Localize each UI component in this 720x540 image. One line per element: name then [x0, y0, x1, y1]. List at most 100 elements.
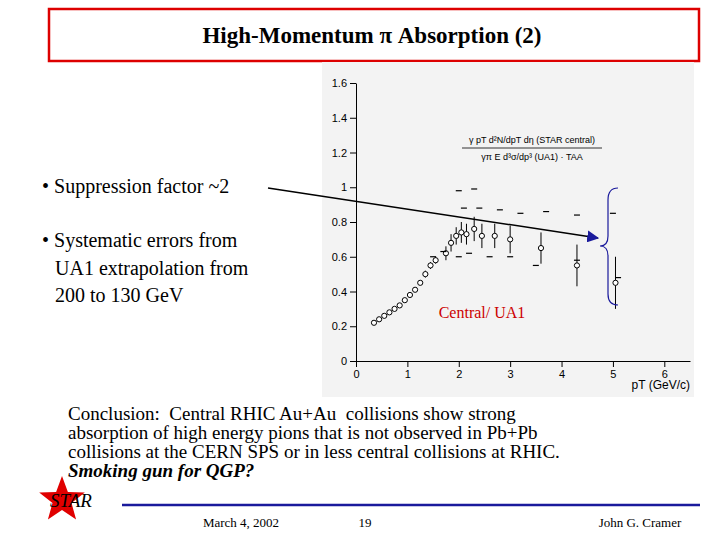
bullet-text: • Suppression factor ~2 [42, 175, 229, 198]
tick: 1.4 [332, 112, 356, 124]
tick-label: 0 [353, 368, 359, 380]
tick-mark [350, 222, 356, 223]
tick-mark [350, 187, 356, 188]
axis-line [357, 361, 691, 362]
tick-label: 1.4 [332, 112, 347, 124]
y-axis: 0 0.2 0.4 0.6 0.8 1 1.2 1.4 1.6 [332, 77, 357, 367]
point [387, 310, 392, 315]
chart-background [322, 62, 694, 397]
point [392, 306, 397, 311]
tick-label: 0.6 [332, 251, 347, 263]
axis-line [356, 84, 357, 362]
tick-mark [350, 153, 356, 154]
tick-mark [350, 292, 356, 293]
dash-point [517, 213, 523, 214]
footer-author: John G. Cramer [599, 515, 682, 530]
tick-label: 1 [405, 368, 411, 380]
tick: 0.4 [332, 286, 356, 298]
dash-point [456, 190, 462, 191]
footer-page: 19 [359, 515, 372, 530]
point [492, 233, 497, 238]
point [479, 233, 484, 238]
bullet-text: 200 to 130 GeV [55, 284, 184, 306]
dash-point [543, 211, 549, 212]
tick: 0 [341, 355, 356, 367]
bullet-text: UA1 extrapolation from [55, 257, 249, 280]
formula-numerator: γ pT d²N/dpT dη (STAR central) [469, 135, 595, 145]
tick: 2 [456, 361, 462, 380]
point [472, 226, 477, 231]
tick: 4 [559, 361, 565, 380]
conclusion-emphasis: Smoking gun for QGP? [68, 460, 254, 481]
dash-point [466, 253, 472, 254]
tick: 0 [353, 361, 359, 380]
formula-bar [462, 148, 602, 149]
tick-mark [510, 361, 511, 367]
dash-point [507, 256, 513, 257]
point [382, 313, 387, 318]
point [423, 272, 428, 277]
tick-mark [350, 257, 356, 258]
point [397, 303, 402, 308]
point [574, 263, 579, 268]
dash-point [610, 213, 616, 214]
tick: 1 [405, 361, 411, 380]
tick-label: 0 [341, 355, 347, 367]
tick-mark [407, 361, 408, 367]
tick: 1 [341, 181, 356, 193]
tick: 1.2 [332, 147, 356, 159]
tick-label: 1.6 [332, 77, 347, 89]
bullet-text: • Systematic errors from [42, 229, 238, 252]
tick-label: 1.2 [332, 147, 347, 159]
x-axis: 0 1 2 3 4 5 6 [353, 361, 690, 380]
point [459, 230, 464, 235]
tick-label: 3 [508, 368, 514, 380]
point [407, 292, 412, 297]
tick-mark [356, 361, 357, 367]
tick-mark [350, 361, 356, 362]
dash-point [440, 251, 446, 252]
point [428, 263, 433, 268]
tick: 0.6 [332, 251, 356, 263]
tick-mark [459, 361, 460, 367]
dash-point [615, 277, 621, 278]
x-axis-label: pT (GeV/c) [632, 378, 690, 392]
dash-point [461, 208, 467, 209]
point [418, 280, 423, 285]
slide: High-Momentum π Absorption (2) • Suppress… [0, 0, 720, 540]
tick-mark [664, 361, 665, 367]
tick-mark [562, 361, 563, 367]
chart-label: Central/ UA1 [439, 304, 526, 321]
dash-point [487, 256, 493, 257]
tick-label: 0.2 [332, 320, 347, 332]
tick-label: 0.8 [332, 216, 347, 228]
tick-mark [350, 83, 356, 84]
tick-label: 4 [559, 368, 565, 380]
logo-text: STAR [50, 490, 92, 511]
footer-rule [122, 504, 700, 507]
arrow [268, 188, 598, 238]
dash-point [471, 188, 477, 189]
title-box [49, 9, 699, 61]
tick-label: 5 [610, 368, 616, 380]
point [371, 320, 376, 325]
tick-mark [350, 118, 356, 119]
tick: 6 [662, 361, 668, 380]
brace [600, 188, 618, 305]
dash-point [497, 209, 503, 210]
point [448, 240, 453, 245]
point [613, 280, 618, 285]
dash-point [533, 265, 539, 266]
dash-point [476, 208, 482, 209]
tick-label: 1 [341, 181, 347, 193]
point [402, 298, 407, 303]
tick: 0.2 [332, 320, 356, 332]
point [508, 237, 513, 242]
point [377, 317, 382, 322]
title: High-Momentum π Absorption (2) [202, 23, 541, 48]
tick-label: 0.4 [332, 286, 347, 298]
point [412, 287, 417, 292]
series [371, 217, 618, 326]
dash-point [430, 256, 436, 257]
tick-label: 2 [456, 368, 462, 380]
